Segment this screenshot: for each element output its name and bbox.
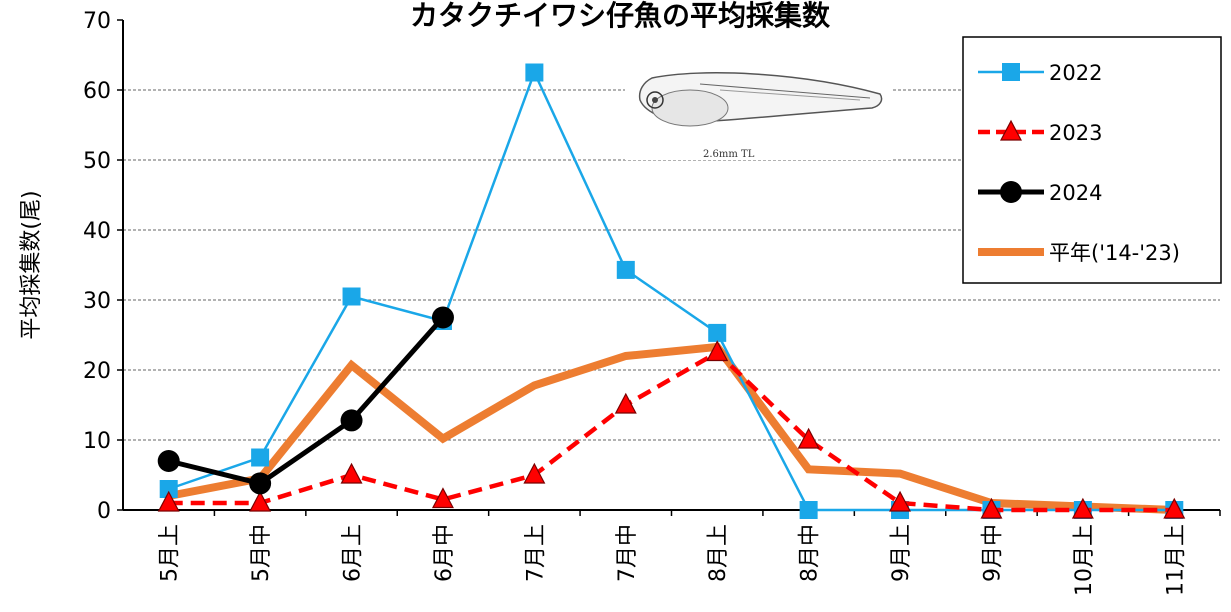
x-tick-label: 7月上 bbox=[523, 524, 548, 582]
data-point bbox=[157, 490, 180, 512]
larva-illustration: 2.6mm TL bbox=[625, 38, 893, 160]
data-point bbox=[342, 287, 361, 306]
series-line bbox=[167, 342, 1175, 514]
legend-marker bbox=[1000, 119, 1022, 141]
series-2023 bbox=[157, 340, 1186, 519]
y-tick-label: 40 bbox=[83, 219, 111, 244]
data-point bbox=[889, 490, 912, 512]
data-point bbox=[614, 392, 637, 414]
y-tick-label: 60 bbox=[83, 79, 111, 104]
legend-label: 2022 bbox=[1049, 61, 1102, 85]
data-point bbox=[616, 260, 635, 279]
data-point bbox=[157, 450, 180, 472]
data-point bbox=[431, 487, 454, 509]
data-point bbox=[1163, 497, 1186, 519]
series-平年('14-'23) bbox=[167, 342, 1175, 514]
data-point bbox=[249, 490, 272, 512]
data-point bbox=[525, 63, 544, 82]
x-tick-label: 9月上 bbox=[889, 524, 914, 582]
legend-label: 2023 bbox=[1049, 121, 1102, 145]
x-tick-labels: 5月上 5月中 6月上 6月中 7月上 7月中 8月上 8月中 9月上 9月中 10月上 11月上 bbox=[158, 510, 1221, 596]
legend-marker bbox=[1002, 63, 1020, 81]
series-layer bbox=[157, 63, 1186, 519]
legend-item: 平年('14-'23) bbox=[978, 241, 1180, 265]
x-tick-label: 5月中 bbox=[249, 524, 274, 582]
data-point bbox=[523, 462, 546, 484]
y-tick-label: 20 bbox=[83, 359, 111, 384]
data-point bbox=[340, 462, 363, 484]
x-tick-label: 6月中 bbox=[432, 524, 457, 582]
data-point bbox=[251, 448, 270, 467]
data-point bbox=[708, 323, 727, 342]
data-point bbox=[706, 340, 729, 362]
data-point bbox=[340, 409, 363, 432]
series-2024 bbox=[157, 306, 454, 495]
legend-item: 2022 bbox=[978, 61, 1102, 85]
legend: 2022 2023 2024 平年('14-'23) bbox=[962, 36, 1222, 284]
data-point bbox=[797, 427, 820, 449]
series-2022 bbox=[159, 63, 1184, 519]
data-point bbox=[159, 480, 178, 498]
data-point bbox=[980, 497, 1003, 519]
y-tick-label: 70 bbox=[83, 9, 111, 34]
x-tick-label: 6月上 bbox=[341, 524, 366, 582]
series-line bbox=[168, 349, 1175, 513]
y-tick-label: 30 bbox=[83, 289, 111, 314]
y-axis-label: 平均採集数(尾) bbox=[19, 190, 44, 339]
data-point bbox=[249, 472, 272, 495]
legend-marker bbox=[1000, 181, 1022, 203]
x-tick-label: 10月上 bbox=[1072, 524, 1097, 596]
x-tick-label: 9月中 bbox=[980, 524, 1005, 582]
gridlines bbox=[123, 89, 1220, 441]
x-tick-label: 8月上 bbox=[706, 524, 731, 582]
x-tick-label: 11月上 bbox=[1163, 524, 1188, 596]
legend-item: 2023 bbox=[978, 119, 1102, 145]
y-tick-label: 10 bbox=[83, 429, 111, 454]
x-tick-label: 7月中 bbox=[615, 524, 640, 582]
data-point bbox=[1071, 497, 1094, 519]
y-tick-label: 0 bbox=[97, 499, 111, 524]
legend-label: 2024 bbox=[1049, 181, 1102, 205]
series-line bbox=[168, 69, 1175, 512]
larva-size-label: 2.6mm TL bbox=[703, 149, 755, 160]
y-tick-label: 50 bbox=[83, 149, 111, 174]
data-point bbox=[431, 306, 454, 329]
y-tick-labels: 0 10 20 30 40 50 60 70 bbox=[83, 9, 123, 524]
x-tick-label: 8月中 bbox=[798, 524, 823, 582]
x-tick-label: 5月上 bbox=[158, 524, 183, 582]
chart-title: カタクチイワシ仔魚の平均採集数 bbox=[410, 0, 831, 32]
data-point bbox=[799, 501, 818, 519]
legend-label: 平年('14-'23) bbox=[1049, 241, 1180, 265]
series-line bbox=[168, 315, 445, 487]
legend-item: 2024 bbox=[978, 181, 1102, 205]
